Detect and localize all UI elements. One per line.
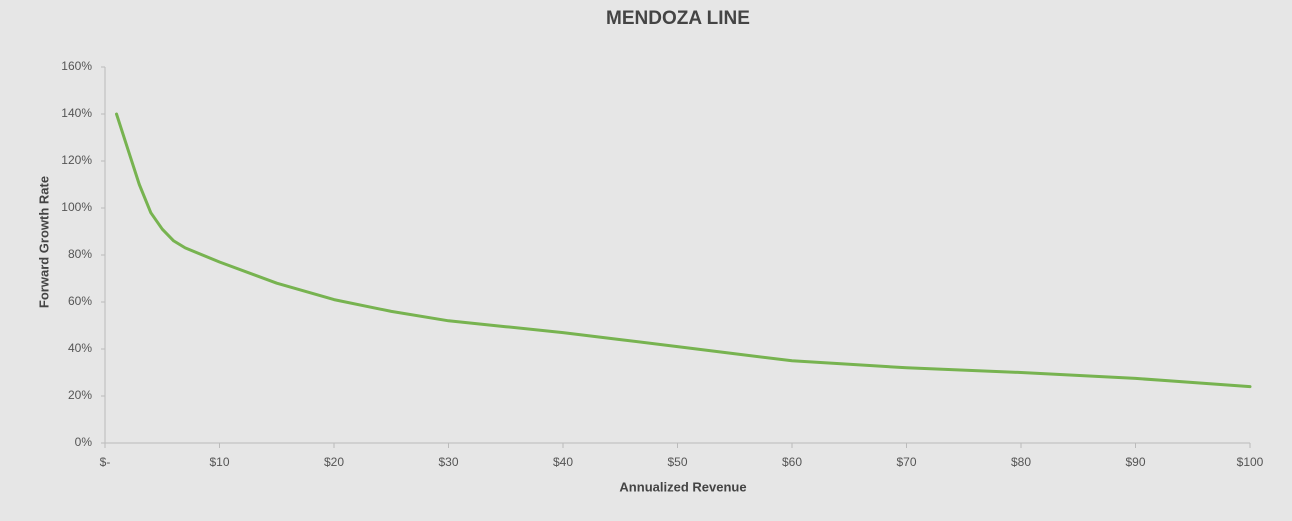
x-tick-label: $70	[896, 455, 916, 469]
x-tick-label: $10	[209, 455, 229, 469]
x-tick-label: $20	[324, 455, 344, 469]
y-tick-label: 160%	[61, 59, 92, 73]
y-tick-label: 20%	[68, 388, 92, 402]
y-tick-label: 0%	[75, 435, 93, 449]
y-tick-label: 140%	[61, 106, 92, 120]
x-tick-label: $60	[782, 455, 802, 469]
y-axis-title: Forward Growth Rate	[36, 176, 51, 308]
x-tick-label: $90	[1125, 455, 1145, 469]
x-tick-label: $-	[100, 455, 111, 469]
x-tick-label: $100	[1237, 455, 1264, 469]
y-tick-label: 80%	[68, 247, 92, 261]
x-tick-label: $80	[1011, 455, 1031, 469]
x-tick-label: $30	[438, 455, 458, 469]
chart-title: MENDOZA LINE	[606, 8, 750, 29]
line	[115, 112, 1252, 389]
x-tick-label: $50	[667, 455, 687, 469]
x-axis-title: Annualized Revenue	[619, 479, 746, 494]
x-tick-label: $40	[553, 455, 573, 469]
y-tick-label: 60%	[68, 294, 92, 308]
y-tick-label: 40%	[68, 341, 92, 355]
y-tick-label: 120%	[61, 153, 92, 167]
y-tick-label: 100%	[61, 200, 92, 214]
